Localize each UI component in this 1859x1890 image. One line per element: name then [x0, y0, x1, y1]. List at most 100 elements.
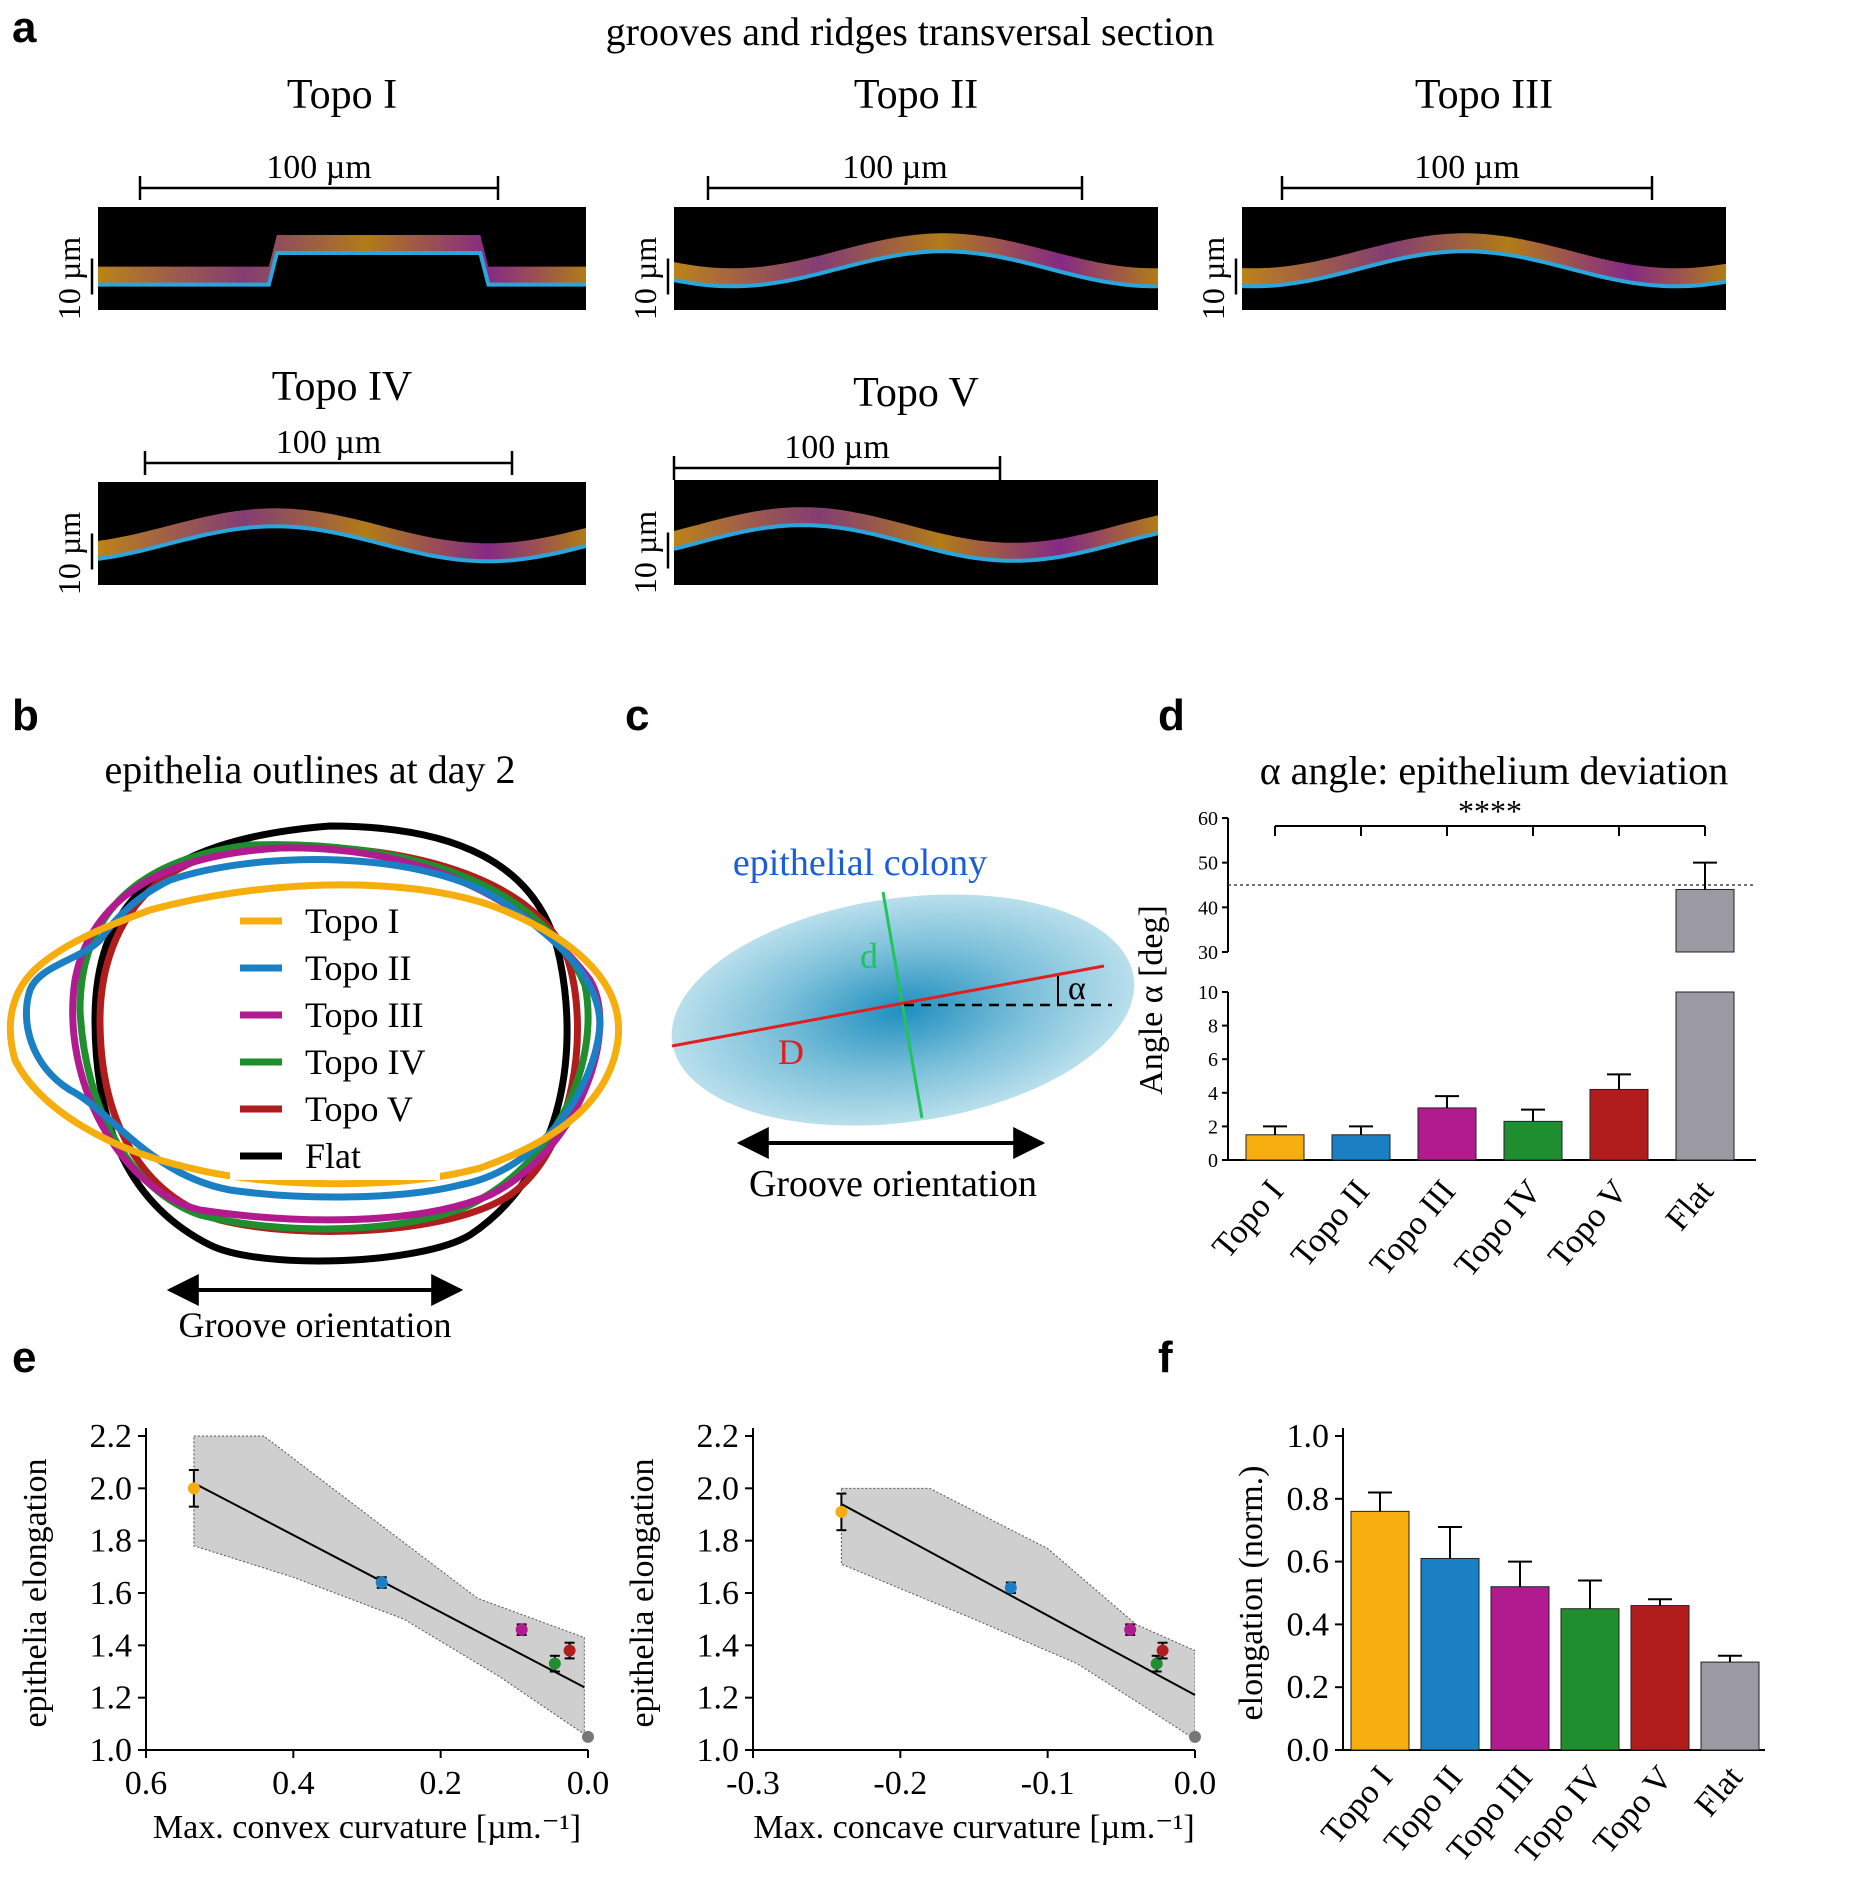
x-tick-label: Topo III — [1363, 1173, 1463, 1282]
y-tick-label: 2.2 — [697, 1418, 740, 1455]
bar — [1490, 1586, 1550, 1751]
y-tick-label: 2.0 — [90, 1470, 133, 1507]
x-axis-label: Max. concave curvature [µm.⁻¹] — [753, 1809, 1194, 1846]
y-tick-label: 1.0 — [90, 1732, 133, 1769]
membrane-line — [1241, 249, 1727, 289]
scale-label-height: 10 µm — [51, 512, 87, 595]
y-axis-label: epithelia elongation — [624, 1458, 661, 1727]
legend-label: Flat — [305, 1136, 361, 1176]
bar — [1589, 1088, 1649, 1161]
outline-topo-ii — [22, 856, 604, 1201]
bar — [1417, 1107, 1477, 1161]
y-tick-label: 40 — [1198, 897, 1218, 919]
y-tick-label: 1.2 — [90, 1680, 133, 1717]
scale-label-width: 100 µm — [1414, 149, 1520, 186]
fit-line — [840, 1503, 1196, 1696]
chart-e-convex: 0.6 0.4 0.2 0.0 1.0 1.2 1.4 1.6 1.8 2.0 2.2 epithel… — [17, 1418, 609, 1846]
legend-label: Topo I — [305, 901, 399, 941]
y-tick-label: 0.2 — [1287, 1669, 1330, 1706]
x-tick-label: 0.2 — [419, 1765, 462, 1802]
data-point — [515, 1623, 528, 1636]
major-axis — [671, 964, 1105, 1048]
section-5: Topo V 100 µm 10 µm — [627, 370, 1159, 594]
data-point — [187, 1482, 200, 1495]
groove-label-b: Groove orientation — [179, 1305, 452, 1345]
data-point — [563, 1644, 576, 1657]
cell-layer — [674, 233, 1158, 287]
y-tick-label: 4 — [1208, 1083, 1218, 1105]
data-point — [1189, 1730, 1201, 1743]
y-tick-label: 1.2 — [697, 1680, 740, 1717]
y-tick-label: 2.0 — [697, 1470, 740, 1507]
x-tick-label: Flat — [1659, 1173, 1722, 1238]
x-tick-label: 0.4 — [272, 1765, 315, 1802]
data-point — [835, 1505, 848, 1518]
chart-e-concave: -0.3 -0.2 -0.1 0.0 1.0 1.2 1.4 1.6 1.8 2.0 2.2 epit… — [624, 1418, 1216, 1846]
y-tick-label: 2.2 — [90, 1418, 133, 1455]
chart-f-ylabel: elongation (norm.) — [1233, 1466, 1270, 1721]
x-tick-label: -0.2 — [873, 1765, 927, 1802]
cell-layer — [674, 507, 1158, 561]
legend: Topo I Topo II Topo III Topo IV Topo V Flat — [240, 901, 425, 1176]
cell-layer — [1242, 233, 1726, 287]
panel-b-letter: b — [12, 691, 39, 740]
y-tick-label: 50 — [1198, 853, 1218, 875]
y-tick-label: 1.0 — [697, 1732, 740, 1769]
scale-label-width: 100 µm — [784, 429, 890, 466]
minor-axis-label: d — [860, 936, 878, 976]
bar — [1350, 1510, 1410, 1751]
membrane-line — [97, 524, 587, 564]
data-point — [582, 1730, 594, 1743]
y-tick-label: 0.0 — [1287, 1732, 1330, 1769]
section-label: Topo II — [854, 72, 978, 118]
y-tick-label: 6 — [1208, 1049, 1218, 1071]
significance-stars: **** — [1458, 793, 1522, 829]
panel-f-letter: f — [1158, 1333, 1173, 1382]
bar-lower — [1675, 991, 1735, 1161]
bar — [1503, 1120, 1563, 1161]
y-tick-label: 1.8 — [697, 1523, 740, 1560]
data-point — [1004, 1581, 1017, 1594]
scale-label-height: 10 µm — [627, 237, 663, 320]
chart-f: 0.0 0.2 0.4 0.6 0.8 1.0 elongation (norm.) Topo… — [1233, 1418, 1765, 1870]
x-tick-label: Flat — [1688, 1759, 1751, 1824]
y-tick-label: 8 — [1208, 1016, 1218, 1038]
legend-label: Topo II — [305, 948, 411, 988]
section-3: Topo III 100 µm 10 µm — [1195, 72, 1727, 320]
y-tick-label: 0 — [1208, 1150, 1218, 1172]
section-image — [98, 207, 586, 310]
bar-upper — [1675, 888, 1735, 953]
fit-line — [193, 1482, 585, 1689]
chart-d-ylabel: Angle α [deg] — [1133, 905, 1170, 1095]
colony-label: epithelial colony — [733, 842, 987, 884]
scale-label-width: 100 µm — [276, 424, 382, 461]
outline-topo-v — [96, 843, 581, 1235]
y-tick-label: 1.4 — [90, 1627, 133, 1664]
section-4: Topo IV 100 µm 10 µm — [51, 364, 587, 595]
bar — [1331, 1134, 1391, 1161]
membrane-line — [673, 249, 1158, 289]
data-point — [1156, 1644, 1169, 1657]
y-tick-label: 2 — [1208, 1116, 1218, 1138]
y-tick-label: 1.6 — [90, 1575, 133, 1612]
x-tick-label: Topo IV — [1448, 1173, 1550, 1284]
section-image — [1242, 207, 1726, 310]
bar — [1560, 1608, 1620, 1751]
legend-label: Topo IV — [305, 1042, 425, 1082]
scale-label-width: 100 µm — [266, 149, 372, 186]
outline-topo-iv — [76, 841, 592, 1233]
y-tick-label: 1.0 — [1287, 1418, 1330, 1455]
panel-e-letter: e — [12, 1333, 36, 1382]
x-tick-label: 0.0 — [567, 1765, 610, 1802]
chart-d: 0 2 4 6 8 10 30 40 50 60 Angle α [deg] Topo I Topo I… — [1133, 793, 1756, 1284]
bar — [1700, 1661, 1760, 1751]
x-tick-label: Topo V — [1586, 1759, 1680, 1861]
section-image — [674, 207, 1158, 310]
cell-layer — [98, 235, 586, 285]
section-label: Topo V — [853, 370, 979, 416]
data-point — [1124, 1623, 1137, 1636]
data-point — [1150, 1657, 1163, 1670]
y-tick-label: 0.4 — [1287, 1606, 1330, 1643]
